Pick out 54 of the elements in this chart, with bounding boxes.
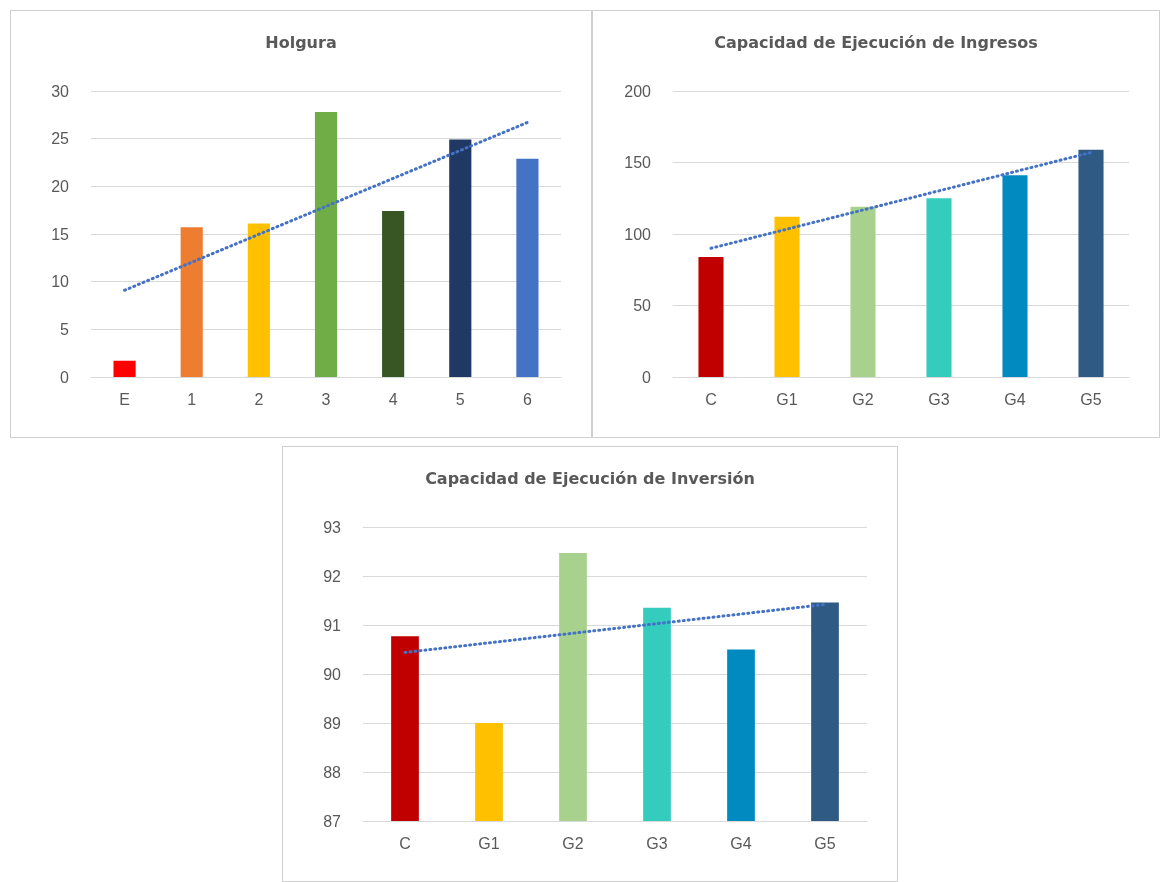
y-tick-label: 89	[323, 714, 342, 732]
x-tick-label: G3	[646, 834, 668, 852]
bar	[516, 158, 539, 377]
x-tick-label: G3	[928, 390, 950, 408]
y-tick-label: 200	[624, 82, 652, 100]
bar	[698, 256, 724, 377]
x-tick-label: G5	[814, 834, 836, 852]
y-tick-label: 90	[323, 665, 342, 683]
y-tick-label: 88	[323, 763, 342, 781]
x-tick-label: 5	[455, 390, 465, 408]
y-tick-label: 20	[51, 177, 70, 195]
y-tick-label: 15	[51, 225, 70, 243]
y-tick-label: 92	[323, 567, 342, 585]
x-tick-label: 1	[187, 390, 197, 408]
x-tick-label: 3	[321, 390, 331, 408]
y-tick-label: 93	[323, 518, 342, 536]
y-tick-label: 87	[323, 812, 342, 830]
bar	[113, 360, 136, 377]
x-tick-label: G1	[776, 390, 798, 408]
bar	[180, 227, 203, 377]
bar	[1002, 175, 1028, 377]
y-tick-label: 0	[60, 368, 70, 386]
bar	[247, 223, 270, 377]
x-tick-label: G2	[852, 390, 874, 408]
bar	[382, 211, 405, 377]
x-tick-label: G4	[730, 834, 752, 852]
y-tick-label: 25	[51, 130, 70, 148]
bar	[774, 216, 800, 377]
bar	[449, 139, 472, 377]
y-tick-label: 5	[60, 320, 70, 338]
x-tick-label: E	[119, 390, 130, 408]
x-tick-label: 6	[522, 390, 532, 408]
chart-title: Capacidad de Ejecución de Ingresos	[714, 32, 1038, 52]
y-tick-label: 50	[633, 297, 652, 314]
y-tick-label: 100	[624, 225, 652, 243]
x-tick-label: C	[399, 834, 411, 852]
y-tick-label: 150	[624, 154, 652, 171]
bar	[1078, 149, 1104, 377]
x-tick-label: 2	[254, 390, 264, 408]
x-tick-label: G4	[1004, 390, 1026, 408]
y-tick-label: 10	[51, 273, 70, 291]
x-tick-label: 4	[388, 390, 398, 408]
x-tick-label: G5	[1080, 390, 1102, 408]
chart-title: Holgura	[265, 32, 337, 52]
y-tick-label: 91	[323, 616, 342, 634]
chart-title: Capacidad de Ejecución de Inversión	[425, 468, 755, 488]
x-tick-label: G2	[562, 834, 584, 852]
x-tick-label: C	[705, 390, 717, 408]
bar	[850, 206, 876, 377]
bar	[926, 198, 952, 377]
x-tick-label: G1	[478, 834, 500, 852]
y-tick-label: 0	[642, 368, 652, 386]
y-tick-label: 30	[51, 82, 70, 100]
bar	[314, 111, 338, 377]
